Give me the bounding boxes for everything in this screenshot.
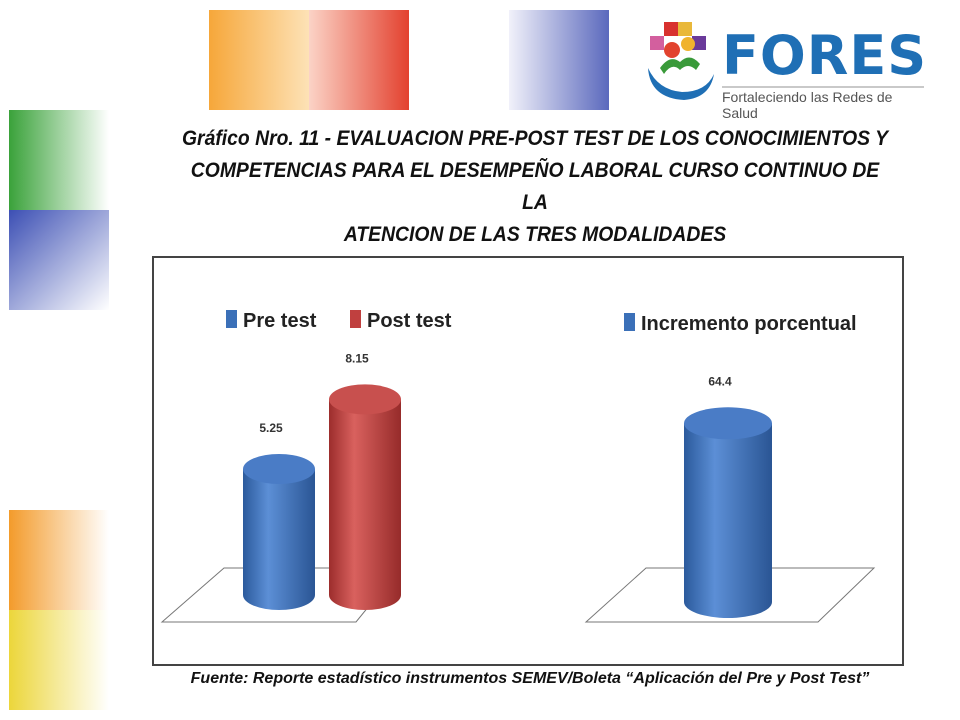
source-note: Fuente: Reporte estadístico instrumentos… [190, 670, 870, 687]
bar-pre-test [243, 454, 315, 610]
fores-logo: FORES Fortaleciendo las Redes de Salud [640, 18, 930, 121]
data-label-post-test: 8.15 [345, 351, 369, 365]
decor-square-orange-left [9, 510, 109, 610]
logo-tagline: Fortaleciendo las Redes de Salud [722, 86, 924, 121]
data-label-pre-test: 5.25 [259, 421, 283, 435]
data-label-incremento: 64.4 [708, 374, 732, 388]
decor-square-yellow-left [9, 610, 109, 710]
chart-frame: Pre test Post test Incremento porcentual… [152, 256, 904, 666]
bar-incremento-porcentual [684, 407, 772, 618]
fores-logo-icon [648, 22, 714, 100]
decor-square-orange-top [209, 10, 309, 110]
title-line-2: COMPETENCIAS PARA EL DESEMPEÑO LABORAL C… [190, 158, 880, 214]
legend-label-incremento: Incremento porcentual [641, 313, 857, 335]
chart-canvas: Pre test Post test Incremento porcentual… [160, 310, 876, 623]
bar-post-test [329, 384, 401, 610]
legend-label-post-test: Post test [367, 310, 452, 332]
legend-swatch-post-test [350, 310, 361, 328]
page-title: Gráfico Nro. 11 - EVALUACION PRE-POST TE… [180, 122, 891, 250]
legend-label-pre-test: Pre test [243, 310, 317, 332]
decor-square-green-left [9, 110, 109, 210]
chart-floor-right [584, 567, 876, 623]
title-line-3: ATENCION DE LAS TRES MODALIDADES [343, 222, 727, 246]
decor-square-red-top [309, 10, 409, 110]
logo-wordmark: FORES [722, 24, 928, 87]
title-line-1: Gráfico Nro. 11 - EVALUACION PRE-POST TE… [181, 126, 889, 150]
legend-swatch-incremento [624, 313, 635, 331]
legend-swatch-pre-test [226, 310, 237, 328]
decor-square-blue-top [509, 10, 609, 110]
decor-square-blue-left [9, 210, 109, 310]
